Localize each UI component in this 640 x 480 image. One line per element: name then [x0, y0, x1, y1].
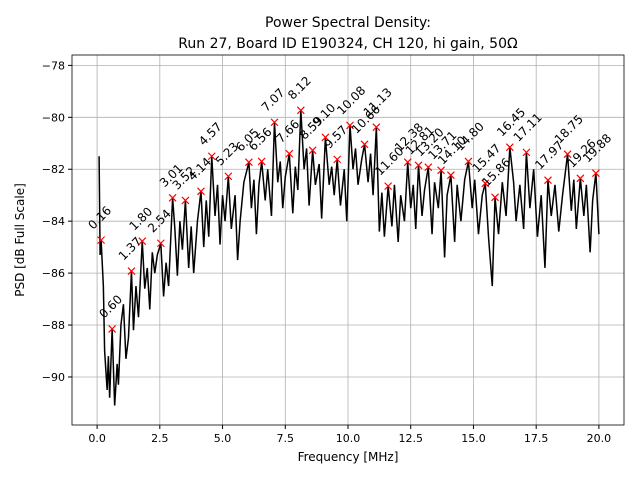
peak-marker — [446, 171, 455, 180]
peak-marker — [127, 267, 136, 275]
peak-marker — [563, 150, 572, 159]
peak-label: 8.12 — [285, 74, 314, 103]
peak-marker — [372, 123, 381, 132]
peak-marker — [285, 149, 294, 158]
y-tick-label: −90 — [42, 371, 65, 384]
y-tick-label: −82 — [42, 163, 65, 176]
y-tick-label: −88 — [42, 319, 65, 332]
x-tick-label: 2.5 — [151, 432, 169, 445]
x-axis-label: Frequency [MHz] — [298, 450, 399, 464]
peak-marker — [108, 325, 117, 333]
chart-title: Power Spectral Density: — [265, 15, 431, 31]
peak-marker — [414, 161, 423, 170]
x-tick-label: 20.0 — [587, 432, 612, 445]
peak-marker — [270, 118, 279, 127]
peak-marker — [403, 158, 412, 167]
x-tick-label: 15.0 — [461, 432, 486, 445]
peak-marker — [97, 236, 106, 245]
peak-label: 0.60 — [96, 292, 125, 321]
peak-marker — [437, 166, 446, 175]
peak-marker — [181, 196, 190, 205]
peak-marker — [308, 146, 317, 155]
peak-marker — [224, 172, 233, 181]
peak-marker — [138, 237, 147, 246]
peak-marker — [522, 148, 531, 157]
peak-marker — [207, 152, 216, 161]
x-tick-label: 7.5 — [277, 432, 295, 445]
x-tick-label: 5.0 — [214, 432, 232, 445]
x-tick-label: 12.5 — [398, 432, 423, 445]
peak-marker — [576, 174, 585, 183]
peak-marker — [296, 106, 305, 115]
peak-marker — [244, 158, 253, 167]
y-axis-label: PSD [dB Full Scale] — [13, 183, 27, 297]
y-tick-label: −86 — [42, 267, 65, 280]
peak-label: 7.07 — [259, 86, 288, 115]
psd-line — [98, 110, 600, 406]
y-tick-label: −78 — [42, 59, 65, 72]
peak-marker — [321, 133, 330, 142]
x-tick-label: 10.0 — [336, 432, 361, 445]
peak-marker — [481, 179, 490, 188]
peak-marker — [257, 157, 266, 166]
chart-subtitle: Run 27, Board ID E190324, CH 120, hi gai… — [178, 36, 518, 52]
peak-marker — [360, 140, 369, 149]
peak-label: 9.57 — [321, 123, 350, 152]
peak-marker — [333, 155, 342, 164]
peak-marker — [464, 157, 473, 166]
peak-marker — [156, 239, 165, 248]
peak-marker — [197, 187, 205, 196]
x-tick-label: 17.5 — [524, 432, 549, 445]
peak-marker — [491, 193, 499, 202]
x-tick-label: 0.0 — [88, 432, 106, 445]
y-tick-label: −84 — [42, 215, 65, 228]
peak-marker — [168, 193, 177, 202]
peak-marker — [424, 163, 433, 172]
peak-marker — [505, 143, 514, 152]
peak-marker — [384, 182, 393, 191]
y-tick-label: −80 — [42, 111, 65, 124]
plot-frame — [71, 54, 625, 426]
peak-marker — [544, 176, 552, 185]
peak-label: 4.57 — [196, 120, 225, 149]
peak-marker — [591, 169, 600, 178]
peak-marker — [346, 121, 354, 130]
